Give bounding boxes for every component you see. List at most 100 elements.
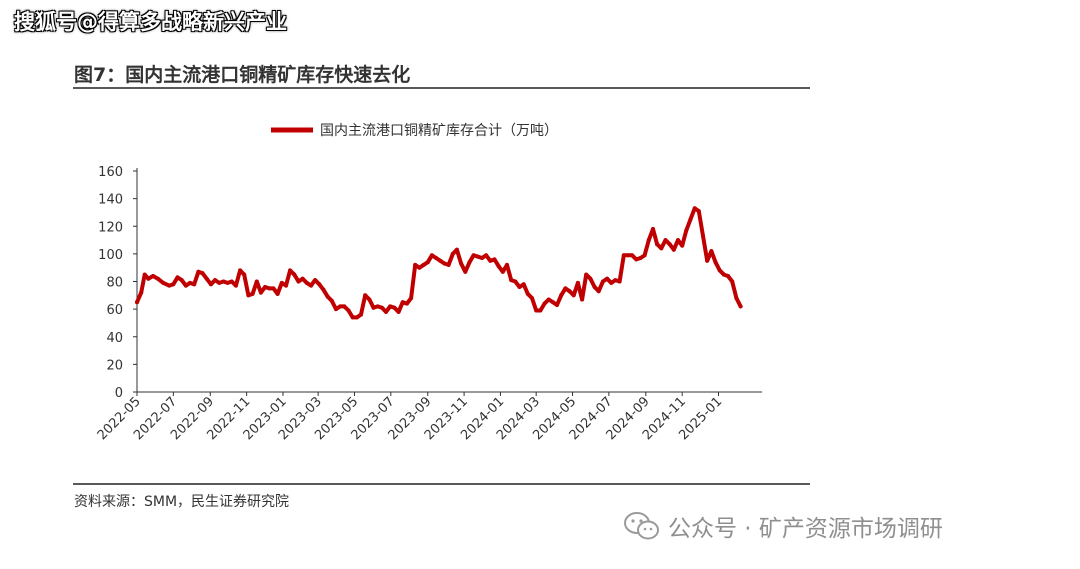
legend-label: 国内主流港口铜精矿库存合计（万吨） [320,123,558,139]
y-ticks: 0 20 40 60 80 100 120 140 160 [98,165,137,401]
data-point [363,293,368,298]
data-point [313,278,318,283]
data-point [434,256,439,260]
data-point [250,291,255,296]
data-point [204,276,209,281]
data-point [188,280,192,285]
data-point [404,301,409,306]
data-point [563,286,568,291]
data-point [667,242,672,247]
data-point [567,289,572,294]
data-point [484,253,489,258]
data-point [575,280,580,285]
watermark-bottom-text: 公众号 · 矿产资源市场调研 [668,516,943,542]
data-point [375,304,380,309]
source-note: 资料来源：SMM，民生证券研究院 [74,494,290,510]
data-point [400,300,405,305]
data-point [642,253,647,258]
data-point [254,279,259,284]
data-point [713,260,718,265]
data-point [517,285,522,289]
data-point [542,301,547,306]
data-point [388,304,393,309]
data-point [135,300,139,305]
data-point [229,279,234,284]
data-point [446,262,451,267]
data-point [263,285,268,289]
y-tick-label: 80 [106,276,123,291]
data-point [509,278,514,283]
data-point [584,272,589,277]
data-point [421,262,426,267]
data-point [738,304,743,309]
data-point [213,278,218,283]
data-point [496,264,501,269]
data-point [367,297,372,302]
data-point [200,271,205,276]
data-point [488,258,493,263]
data-point [296,279,301,284]
data-point [459,261,464,266]
data-point [429,253,434,258]
data-point [680,243,685,248]
data-point [609,280,614,285]
data-point [288,268,293,273]
data-point [525,291,530,296]
data-point [534,308,539,313]
data-point [258,290,263,295]
data-point [625,253,630,258]
wechat-icon [624,512,659,540]
data-point [425,260,430,265]
data-point [492,257,497,262]
data-point [300,276,305,281]
data-point [354,315,359,320]
data-point [480,256,484,260]
data-point [546,297,551,302]
data-point [521,282,526,287]
data-point [346,308,351,313]
data-point [233,283,238,288]
data-point [267,286,272,291]
data-point [701,233,705,238]
series-points [135,206,743,320]
data-point [167,283,172,288]
data-point [413,262,418,267]
y-tick-label: 100 [98,248,123,263]
data-point [696,209,701,214]
data-point [717,268,722,273]
data-point [651,227,655,231]
data-point [659,246,664,251]
y-tick-label: 40 [106,331,123,346]
data-point [475,254,480,259]
data-point [600,279,605,284]
data-point [450,251,455,256]
data-point [409,296,414,301]
data-point [238,268,243,273]
data-point [279,280,284,285]
data-point [196,269,201,274]
data-point [530,296,534,301]
data-point [592,285,597,289]
data-point [442,261,447,266]
data-point [225,280,230,285]
data-point [271,286,276,291]
data-point [217,280,222,285]
x-ticks: 2022-052022-072022-092022-112023-012023-… [95,392,725,443]
data-point [621,253,626,258]
data-point [617,279,622,284]
data-point [684,228,689,233]
figure-title: 图7：国内主流港口铜精矿库存快速去化 [74,64,411,86]
data-point [334,307,338,312]
data-point [342,304,347,309]
data-point [655,242,660,247]
data-point [325,294,330,299]
data-point [721,272,726,277]
data-point [155,276,160,281]
data-point [613,278,618,283]
data-point [580,297,585,302]
data-point [646,238,651,243]
data-point [371,305,376,310]
data-point [705,258,710,263]
data-point [329,298,334,303]
